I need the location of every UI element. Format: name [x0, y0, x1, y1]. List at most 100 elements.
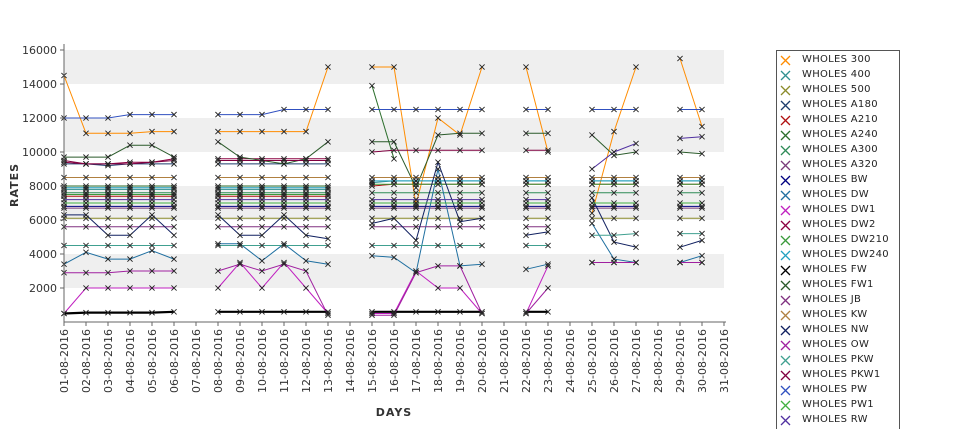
data-point-marker [83, 223, 89, 230]
x-tick-label: 24-08-2016 [564, 329, 577, 393]
data-point-marker [677, 55, 683, 62]
data-point-marker [149, 159, 155, 166]
data-point-marker [149, 111, 155, 118]
data-point-marker [303, 128, 309, 135]
data-point-marker [479, 310, 485, 317]
data-point-marker [259, 155, 265, 162]
data-point-marker [237, 196, 243, 203]
data-point-marker [391, 242, 397, 249]
data-point-marker [325, 223, 331, 230]
data-point-marker [281, 191, 287, 198]
data-point-marker [391, 310, 397, 317]
series-line [371, 168, 483, 274]
legend-marker-icon [780, 160, 791, 171]
data-point-marker [391, 174, 397, 181]
x-tick-label: 18-08-2016 [432, 329, 445, 393]
data-point-marker [105, 160, 111, 167]
data-point-marker [105, 154, 111, 161]
data-point-marker [303, 257, 309, 264]
legend-label: WHOLES A240 [802, 129, 878, 140]
data-point-marker [611, 189, 617, 196]
data-point-marker [589, 220, 595, 227]
data-point-marker [589, 189, 595, 196]
x-tick-label: 05-08-2016 [146, 329, 159, 393]
legend-marker-icon [780, 85, 791, 96]
legend-marker-icon [780, 190, 791, 201]
data-point-marker [589, 232, 595, 239]
legend-marker-icon [780, 400, 791, 411]
data-point-marker [303, 191, 309, 198]
data-point-marker [699, 259, 705, 266]
data-point-marker [435, 189, 441, 196]
series-lines [63, 58, 703, 316]
data-point-marker [413, 184, 419, 191]
data-point-marker [83, 183, 89, 189]
legend-item: WHOLES DW210 [777, 233, 899, 248]
data-point-marker [589, 215, 595, 222]
data-point-marker [237, 128, 243, 135]
legend-item: WHOLES A300 [777, 143, 899, 158]
data-point-marker [171, 232, 177, 239]
y-tick-label: 4000 [29, 248, 57, 261]
data-point-marker [435, 106, 441, 113]
data-point-marker [127, 111, 133, 118]
x-tick-label: 26-08-2016 [608, 329, 621, 393]
data-point-marker [677, 205, 683, 212]
data-point-marker [633, 205, 639, 212]
data-point-marker [435, 223, 441, 230]
data-point-marker [149, 223, 155, 230]
y-tick-labels: 2000 4000 6000 8000 10000 12000 14000 16000 [22, 44, 64, 295]
y-tick-label: 14000 [22, 78, 57, 91]
data-point-marker [83, 130, 89, 137]
data-point-marker [457, 174, 463, 181]
legend-label: WHOLES 400 [802, 69, 871, 80]
data-point-marker [259, 223, 265, 230]
data-point-marker [391, 155, 397, 162]
data-point-marker [83, 115, 89, 121]
y-tick-label: 8000 [29, 180, 57, 193]
data-point-marker [545, 285, 551, 291]
legend-label: WHOLES OW [802, 339, 870, 350]
data-point-marker [171, 268, 177, 274]
series-line [217, 263, 329, 316]
data-point-marker [127, 285, 133, 291]
data-point-marker [457, 308, 463, 315]
data-point-marker [589, 259, 595, 266]
series-line [64, 270, 174, 274]
data-point-marker [391, 312, 397, 319]
legend-marker-icon [780, 370, 791, 381]
data-point-marker [127, 142, 133, 149]
legend-label: WHOLES DW [802, 189, 869, 200]
data-point-marker [413, 237, 419, 244]
legend-marker-icon [780, 385, 791, 396]
data-point-marker [83, 249, 89, 256]
data-point-marker [127, 174, 133, 181]
data-point-marker [633, 230, 639, 237]
data-point-marker [215, 240, 221, 247]
data-point-marker [259, 232, 265, 239]
x-tick-label: 21-08-2016 [498, 329, 511, 393]
data-point-marker [391, 205, 397, 212]
data-point-marker [281, 259, 287, 266]
data-point-marker [413, 196, 419, 203]
data-point-marker [215, 183, 221, 189]
legend-item: WHOLES KW [777, 308, 899, 323]
x-tick-label: 25-08-2016 [586, 329, 599, 393]
data-point-marker [281, 174, 287, 181]
data-point-marker [127, 160, 133, 167]
data-point-marker [259, 257, 265, 264]
data-point-marker [325, 189, 331, 196]
data-point-marker [545, 174, 551, 181]
data-point-marker [259, 183, 265, 189]
data-point-marker [259, 174, 265, 181]
data-point-marker [83, 211, 89, 218]
data-point-marker [83, 196, 89, 203]
data-point-marker [413, 189, 419, 196]
series-line [372, 265, 483, 316]
series-line [679, 136, 703, 139]
series-line [217, 261, 329, 314]
data-point-marker [237, 259, 243, 266]
data-point-marker [259, 111, 265, 118]
data-point-marker [611, 205, 617, 212]
data-point-marker [237, 157, 243, 164]
